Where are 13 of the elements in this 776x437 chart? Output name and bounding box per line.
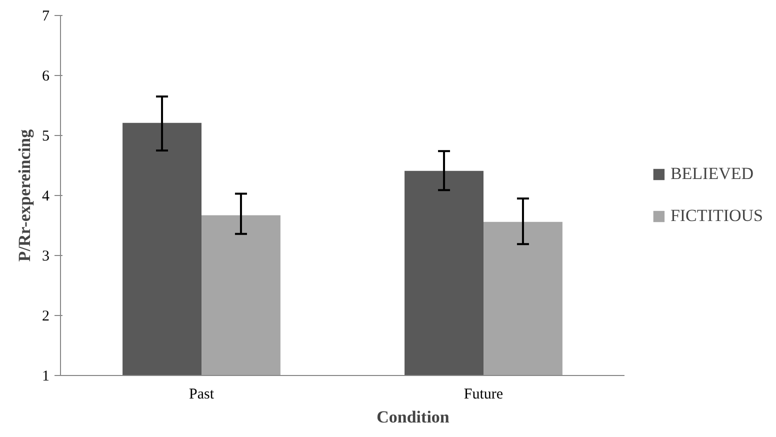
y-tick-label: 3 xyxy=(42,248,50,264)
legend-label: FICTITIOUS xyxy=(670,206,763,226)
y-tick-label: 1 xyxy=(42,368,50,384)
x-tick-label: Past xyxy=(189,386,215,402)
y-tick-label: 7 xyxy=(42,8,50,24)
y-axis-title: P/Rr-expereincing xyxy=(15,128,34,262)
y-tick-label: 6 xyxy=(42,68,50,84)
y-tick-label: 2 xyxy=(42,308,50,324)
y-tick-label: 4 xyxy=(42,188,50,204)
y-tick-label: 5 xyxy=(42,128,50,144)
x-tick-label: Future xyxy=(464,386,504,402)
x-axis-title: Condition xyxy=(376,408,450,426)
legend-label: BELIEVED xyxy=(670,164,754,184)
